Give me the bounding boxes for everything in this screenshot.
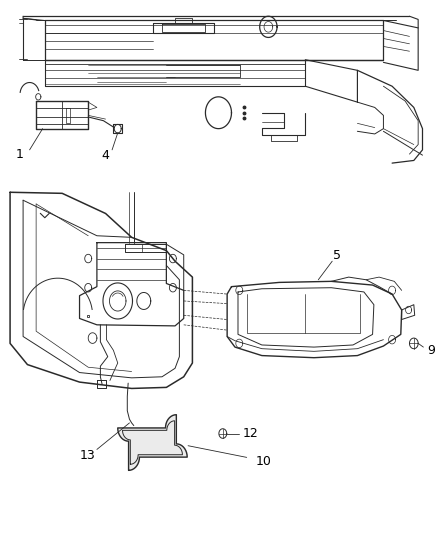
Text: 1: 1: [16, 148, 24, 160]
Text: 4: 4: [102, 149, 110, 161]
Polygon shape: [118, 415, 187, 470]
Text: 10: 10: [256, 455, 272, 467]
Text: 13: 13: [79, 449, 95, 462]
Text: 12: 12: [243, 427, 259, 440]
Text: 5: 5: [332, 249, 340, 262]
Text: 9: 9: [427, 344, 435, 357]
